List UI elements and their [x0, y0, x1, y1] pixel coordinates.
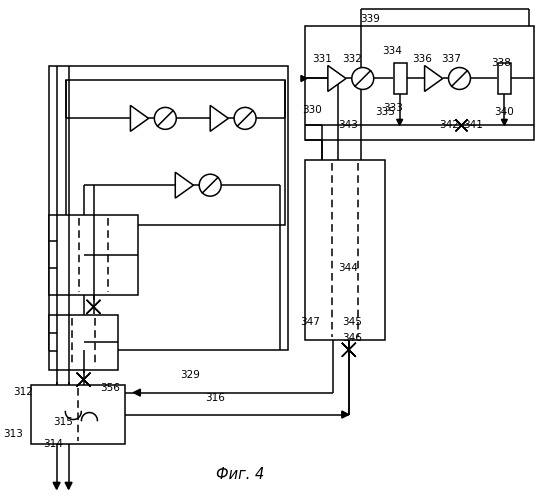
Polygon shape [134, 389, 140, 396]
Text: 314: 314 [43, 440, 63, 450]
Polygon shape [86, 300, 100, 314]
Text: 346: 346 [342, 333, 362, 343]
Polygon shape [342, 342, 356, 356]
Circle shape [199, 174, 221, 196]
Circle shape [449, 68, 470, 90]
Polygon shape [130, 106, 148, 132]
Polygon shape [455, 120, 468, 132]
Circle shape [234, 108, 256, 130]
Text: 342: 342 [439, 120, 459, 130]
Text: 330: 330 [302, 106, 322, 116]
Bar [30, 384, 125, 444]
Text: 312: 312 [13, 386, 33, 396]
Polygon shape [397, 120, 403, 126]
Text: 336: 336 [412, 54, 432, 64]
Text: Фиг. 4: Фиг. 4 [216, 467, 264, 482]
Text: 340: 340 [495, 108, 514, 118]
Text: 356: 356 [100, 382, 120, 392]
Text: 347: 347 [300, 317, 320, 327]
Circle shape [352, 68, 374, 90]
Polygon shape [65, 482, 72, 490]
Bar [305, 26, 534, 140]
Polygon shape [175, 172, 193, 198]
Polygon shape [342, 411, 349, 418]
Bar [49, 315, 119, 370]
Text: 313: 313 [3, 430, 23, 440]
Text: 339: 339 [360, 14, 379, 24]
Circle shape [155, 108, 176, 130]
Text: 315: 315 [53, 416, 73, 426]
Polygon shape [76, 372, 90, 386]
Bar [499, 62, 511, 94]
Polygon shape [328, 66, 346, 92]
Text: 338: 338 [491, 58, 511, 68]
Bar [49, 66, 288, 350]
Text: 341: 341 [464, 120, 484, 130]
Text: 316: 316 [205, 392, 225, 402]
Text: 329: 329 [180, 370, 200, 380]
Text: 345: 345 [342, 317, 362, 327]
Bar [305, 160, 384, 340]
Text: 344: 344 [338, 263, 358, 273]
Text: 343: 343 [338, 120, 358, 130]
Text: 332: 332 [342, 54, 362, 64]
Polygon shape [424, 66, 443, 92]
Bar [65, 80, 285, 225]
Polygon shape [53, 482, 60, 490]
Polygon shape [301, 76, 307, 82]
Text: 334: 334 [382, 46, 402, 56]
Text: 337: 337 [442, 54, 461, 64]
Bar [49, 215, 138, 295]
Polygon shape [501, 120, 507, 126]
Text: 331: 331 [312, 54, 332, 64]
Text: 335: 335 [375, 108, 394, 118]
Polygon shape [210, 106, 228, 132]
Text: 333: 333 [383, 104, 403, 114]
Bar [394, 62, 407, 94]
